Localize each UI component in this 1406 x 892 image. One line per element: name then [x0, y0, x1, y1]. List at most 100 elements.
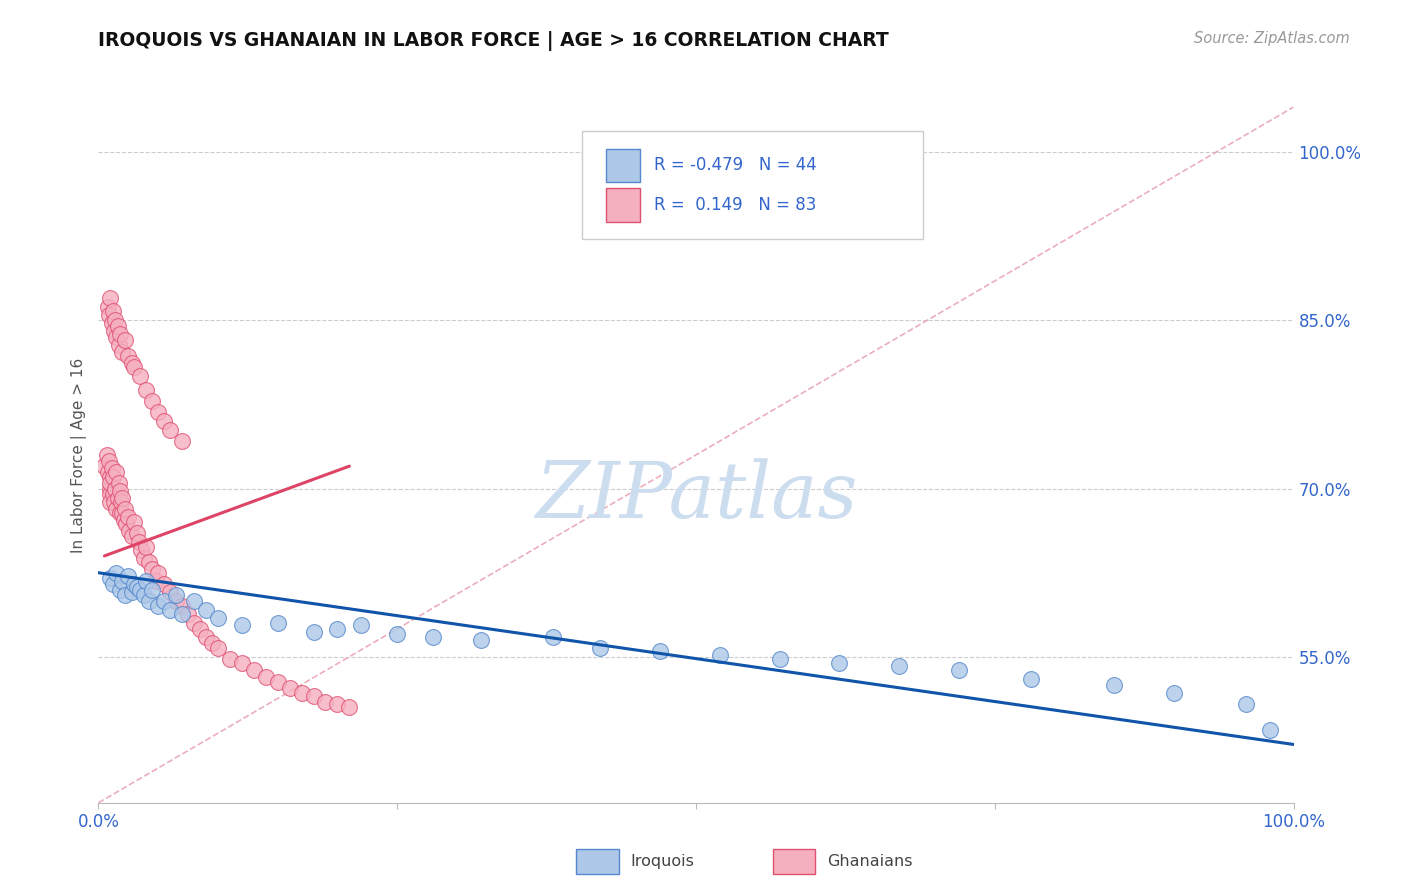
- Point: [124, 577, 146, 591]
- Point: [828, 656, 851, 670]
- Point: [124, 515, 146, 529]
- Point: [141, 562, 163, 576]
- Point: [105, 465, 128, 479]
- Point: [194, 603, 217, 617]
- Point: [231, 618, 253, 632]
- Point: [121, 584, 143, 599]
- Point: [302, 625, 325, 640]
- Point: [188, 622, 211, 636]
- Point: [98, 291, 122, 305]
- Point: [648, 644, 672, 658]
- Point: [97, 300, 120, 314]
- Point: [135, 574, 157, 588]
- Point: [98, 495, 122, 509]
- Point: [105, 501, 128, 516]
- Text: R = -0.479   N = 44: R = -0.479 N = 44: [654, 156, 817, 175]
- Point: [326, 622, 349, 636]
- Point: [108, 483, 131, 498]
- Point: [165, 588, 187, 602]
- Point: [589, 640, 612, 655]
- Point: [1234, 697, 1257, 711]
- Point: [141, 394, 163, 409]
- Point: [105, 566, 128, 580]
- Point: [117, 569, 139, 583]
- Point: [101, 304, 124, 318]
- Point: [1163, 686, 1185, 700]
- Point: [148, 566, 170, 580]
- Point: [101, 487, 124, 501]
- Point: [118, 524, 141, 539]
- Point: [112, 513, 135, 527]
- Point: [278, 681, 301, 696]
- Point: [172, 607, 194, 622]
- Point: [111, 491, 134, 505]
- Point: [385, 627, 409, 641]
- Point: [159, 603, 181, 617]
- Point: [114, 501, 136, 516]
- Text: IROQUOIS VS GHANAIAN IN LABOR FORCE | AGE > 16 CORRELATION CHART: IROQUOIS VS GHANAIAN IN LABOR FORCE | AG…: [98, 31, 889, 51]
- Point: [128, 535, 150, 549]
- Point: [1019, 673, 1042, 687]
- Point: [315, 695, 337, 709]
- Point: [350, 618, 373, 632]
- Point: [93, 459, 115, 474]
- Point: [153, 577, 176, 591]
- Point: [108, 582, 131, 597]
- Point: [96, 448, 118, 462]
- Point: [194, 630, 217, 644]
- Text: Source: ZipAtlas.com: Source: ZipAtlas.com: [1194, 31, 1350, 46]
- Point: [243, 664, 266, 678]
- Point: [948, 664, 970, 678]
- Point: [183, 594, 205, 608]
- Point: [145, 574, 167, 588]
- Point: [709, 648, 731, 662]
- Point: [267, 674, 290, 689]
- Point: [117, 509, 139, 524]
- Point: [267, 616, 290, 631]
- FancyBboxPatch shape: [582, 131, 922, 239]
- Point: [121, 356, 143, 370]
- Point: [337, 700, 360, 714]
- Point: [326, 697, 349, 711]
- Point: [98, 470, 122, 484]
- Point: [121, 529, 143, 543]
- Point: [131, 543, 153, 558]
- Point: [138, 555, 160, 569]
- Point: [98, 475, 122, 490]
- Point: [124, 360, 146, 375]
- Point: [153, 594, 176, 608]
- Point: [153, 414, 176, 428]
- Point: [98, 308, 121, 322]
- Point: [290, 686, 312, 700]
- Point: [101, 577, 124, 591]
- Point: [98, 482, 122, 496]
- Point: [231, 656, 253, 670]
- Point: [1102, 678, 1125, 692]
- Point: [889, 659, 911, 673]
- Point: [254, 670, 277, 684]
- Point: [110, 495, 132, 509]
- Point: [172, 434, 194, 449]
- Point: [108, 326, 131, 341]
- Point: [470, 633, 492, 648]
- Point: [201, 636, 224, 650]
- Point: [125, 526, 148, 541]
- Point: [111, 506, 134, 520]
- Point: [207, 640, 229, 655]
- Point: [97, 465, 120, 479]
- Point: [129, 369, 152, 384]
- Point: [183, 616, 205, 631]
- Point: [105, 330, 128, 344]
- Point: [129, 582, 152, 597]
- Point: [100, 461, 122, 475]
- Point: [104, 482, 127, 496]
- Point: [115, 517, 138, 532]
- Point: [219, 652, 242, 666]
- Point: [107, 338, 129, 352]
- Text: Ghanaians: Ghanaians: [827, 855, 912, 869]
- Point: [132, 551, 155, 566]
- Point: [768, 652, 790, 666]
- FancyBboxPatch shape: [606, 188, 640, 222]
- Point: [111, 574, 134, 588]
- Point: [103, 325, 125, 339]
